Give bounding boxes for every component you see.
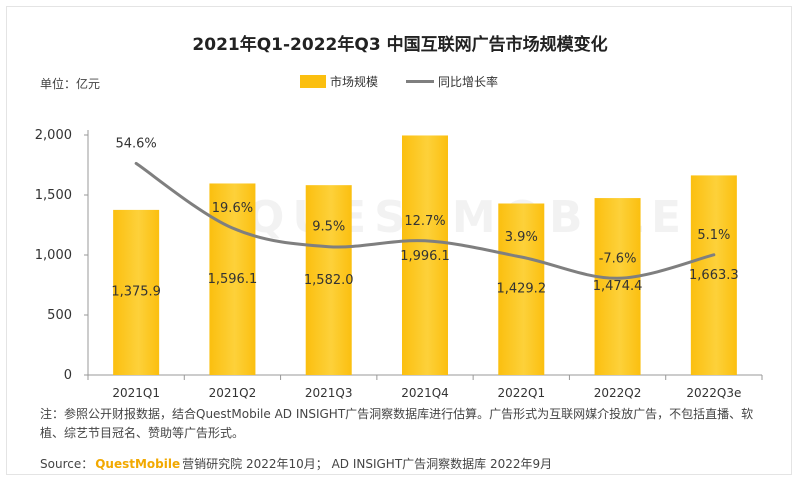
x-tick-label: 2022Q1 xyxy=(497,386,545,400)
bar-value-label: 1,429.2 xyxy=(496,282,546,297)
growth-rate-label: 5.1% xyxy=(697,228,730,243)
x-tick-label: 2022Q2 xyxy=(594,386,642,400)
growth-rate-label: 3.9% xyxy=(505,230,538,245)
legend-label-bar: 市场规模 xyxy=(330,75,379,89)
growth-line xyxy=(134,161,716,280)
y-tick-label: 500 xyxy=(47,308,72,323)
x-tick-label: 2021Q4 xyxy=(401,386,449,400)
growth-rate-label: 12.7% xyxy=(404,214,445,229)
growth-rate-label: 9.5% xyxy=(312,220,345,235)
bar-value-label: 1,582.0 xyxy=(304,273,354,288)
y-tick-label: 0 xyxy=(64,368,72,383)
footnote: 注：参照公开财报数据，结合QuestMobile AD INSIGHT广告洞察数… xyxy=(40,407,754,440)
bar xyxy=(402,135,448,375)
growth-rate-label: -7.6% xyxy=(599,251,637,266)
x-tick-label: 2021Q3 xyxy=(305,386,353,400)
source-suffix: 营销研究院 2022年10月； AD INSIGHT广告洞察数据库 2022年9… xyxy=(182,457,553,471)
growth-rate-label: 19.6% xyxy=(212,201,253,216)
legend: 市场规模 同比增长率 xyxy=(300,73,526,90)
legend-swatch-bar xyxy=(300,75,326,88)
bar xyxy=(305,185,352,375)
source-brand: QuestMobile xyxy=(95,457,181,471)
bar-value-label: 1,596.1 xyxy=(208,272,258,287)
bar-value-label: 1,474.4 xyxy=(593,279,643,294)
y-tick-label: 1,000 xyxy=(35,248,72,263)
legend-item-line: 同比增长率 xyxy=(406,73,498,90)
growth-rate-label: 54.6% xyxy=(115,136,156,151)
chart-frame xyxy=(6,6,792,475)
unit-label: 单位：亿元 xyxy=(40,77,101,91)
legend-item-bar: 市场规模 xyxy=(300,73,378,90)
source-prefix: Source： xyxy=(40,457,94,471)
source-line: Source： QuestMobile 营销研究院 2022年10月； AD I… xyxy=(40,455,552,472)
chart-title: 2021年Q1-2022年Q3 中国互联网广告市场规模变化 xyxy=(192,35,608,55)
bar xyxy=(498,203,545,375)
x-tick-label: 2021Q2 xyxy=(209,386,257,400)
bar xyxy=(594,198,641,375)
x-tick-label: 2022Q3e xyxy=(686,386,741,400)
bar xyxy=(209,183,256,375)
bar-value-label: 1,375.9 xyxy=(111,285,161,300)
legend-swatch-line xyxy=(406,80,435,83)
y-tick-label: 2,000 xyxy=(35,128,72,143)
bar-value-label: 1,996.1 xyxy=(400,249,450,264)
x-tick-label: 2021Q1 xyxy=(112,386,160,400)
legend-label-line: 同比增长率 xyxy=(438,75,499,89)
bar xyxy=(113,209,160,375)
bar xyxy=(690,175,737,375)
bar-value-label: 1,663.3 xyxy=(689,268,739,283)
y-tick-label: 1,500 xyxy=(35,188,72,203)
